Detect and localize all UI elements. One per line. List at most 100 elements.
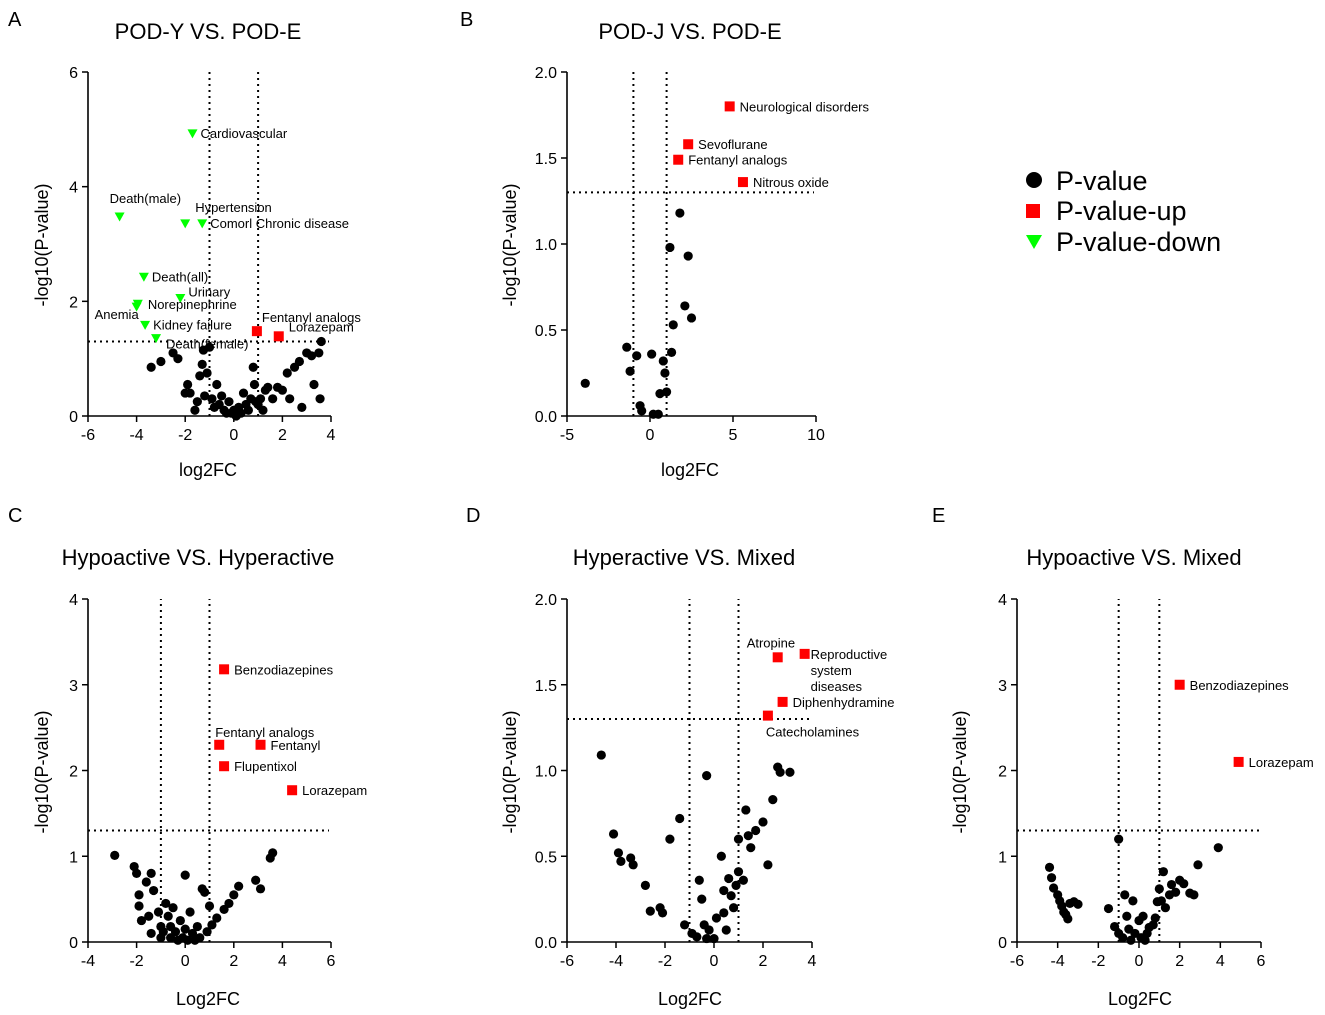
data-point-e — [1160, 903, 1171, 913]
data-point-d — [763, 860, 773, 870]
x-tick-label-c: -2 — [129, 953, 143, 970]
data-point-c — [207, 920, 217, 930]
plot-area-b: -5 0 5 10 0.0 0.5 1.0 1.5 2.0 Neurological disord… — [535, 65, 870, 444]
data-point-c — [136, 915, 147, 926]
plot-area-e: -6 -4 -2 0 2 4 6 0 1 2 3 4 Benzodiazepines Lorazepam — [998, 592, 1314, 970]
data-point-b — [658, 356, 668, 366]
data-point-a — [282, 368, 292, 378]
data-point-c — [158, 927, 168, 937]
data-point-c — [180, 870, 190, 880]
data-point-d — [628, 860, 638, 870]
data-point-d — [785, 767, 795, 777]
y-tick-label-e: 1 — [998, 849, 1007, 866]
data-point-a — [204, 342, 215, 352]
data-point-e — [1110, 921, 1120, 932]
y-tick-label-d: 1.5 — [535, 678, 557, 695]
data-point-e — [1166, 879, 1177, 890]
down-label-a: Death(male) — [110, 191, 182, 206]
up-label-e: Lorazepam — [1249, 755, 1314, 770]
data-point-d — [702, 933, 712, 944]
down-label-a: Cardiovascular — [200, 126, 287, 141]
data-point-b — [680, 301, 690, 311]
data-point-e — [1049, 883, 1059, 893]
up-point-e — [1174, 679, 1185, 690]
legend-label-p-value: P-value — [1056, 166, 1148, 196]
panel-label-e: E — [932, 505, 945, 527]
panel-a: A POD-Y VS. POD-E log2FC -log10(P-value)… — [8, 9, 361, 480]
y-tick-label-e: 4 — [998, 592, 1007, 609]
data-point-e — [1044, 862, 1055, 872]
data-point-a — [314, 348, 324, 358]
y-tick-label-a: 4 — [69, 180, 78, 197]
data-point-b — [683, 251, 693, 261]
panel-label-c: C — [8, 505, 22, 527]
legend-marker-square — [1026, 204, 1040, 218]
data-point-d — [704, 925, 714, 935]
y-tick-label-c: 4 — [69, 592, 78, 609]
data-point-b — [668, 320, 678, 330]
data-point-e — [1138, 911, 1148, 921]
data-point-c — [168, 903, 178, 913]
data-point-c — [224, 898, 234, 909]
x-tick-label-c: 0 — [181, 953, 190, 970]
y-tick-label-b: 0.0 — [535, 409, 557, 426]
data-point-c — [192, 921, 202, 932]
data-point-b — [632, 351, 642, 361]
data-point-d — [697, 894, 707, 904]
panel-label-a: A — [8, 9, 22, 31]
up-label-d: Reproductive system diseases — [811, 647, 888, 694]
y-tick-label-c: 1 — [69, 849, 78, 866]
data-point-a — [268, 394, 278, 404]
up-label-b: Sevoflurane — [698, 137, 767, 152]
panel-c: C Hypoactive VS. Hyperactive Log2FC -log… — [8, 505, 367, 1009]
data-point-a — [243, 405, 253, 415]
x-tick-label-e: 4 — [1216, 953, 1225, 970]
panel-b: B POD-J VS. POD-E log2FC -log10(P-value)… — [460, 9, 870, 480]
x-tick-label-c: 6 — [327, 953, 336, 970]
x-tick-label-a: 2 — [278, 427, 287, 444]
data-point-e — [1150, 913, 1160, 923]
data-point-b — [580, 378, 590, 388]
x-axis-label-e: Log2FC — [1108, 989, 1172, 1009]
data-point-a — [146, 362, 156, 372]
down-point-a — [175, 293, 186, 303]
data-point-a — [248, 362, 258, 372]
up-label-c: Lorazepam — [302, 783, 367, 798]
x-axis-label-a: log2FC — [179, 460, 237, 480]
data-point-b — [637, 406, 647, 416]
y-tick-label-a: 2 — [69, 294, 78, 311]
data-point-a — [297, 402, 307, 412]
data-point-d — [645, 906, 655, 916]
up-point-b — [737, 177, 748, 188]
y-tick-label-c: 3 — [69, 678, 78, 695]
x-tick-label-a: 4 — [327, 427, 336, 444]
data-point-d — [596, 750, 606, 760]
x-axis-label-b: log2FC — [661, 460, 719, 480]
data-point-a — [316, 336, 326, 347]
plot-area-a: -6 -4 -2 0 2 4 0 2 4 6 Cardiovascular Death(male) Hy… — [69, 65, 361, 444]
data-point-e — [1118, 933, 1128, 943]
data-point-d — [768, 795, 778, 805]
up-point-a — [251, 326, 262, 337]
up-label-c: Benzodiazepines — [234, 662, 334, 677]
x-tick-label-d: 2 — [759, 953, 768, 970]
up-label-c: Fentanyl analogs — [215, 725, 315, 740]
data-point-d — [719, 908, 729, 918]
data-point-c — [146, 928, 156, 939]
x-tick-label-a: 0 — [229, 427, 238, 444]
chart-title-e: Hypoactive VS. Mixed — [1026, 545, 1241, 570]
data-point-c — [132, 868, 142, 879]
down-point-a — [114, 212, 125, 222]
down-point-a — [131, 302, 142, 312]
y-tick-label-d: 2.0 — [535, 592, 557, 609]
panel-label-b: B — [460, 9, 473, 31]
legend: P-value P-value-up P-value-down — [1026, 166, 1221, 257]
data-point-d — [657, 908, 668, 918]
up-label-d: Catecholamines — [766, 725, 860, 740]
down-label-a: Hypertension — [195, 200, 272, 215]
y-axis-label-e: -log10(P-value) — [950, 710, 970, 833]
data-point-d — [608, 829, 619, 839]
data-point-e — [1103, 903, 1114, 914]
data-point-a — [315, 394, 325, 404]
